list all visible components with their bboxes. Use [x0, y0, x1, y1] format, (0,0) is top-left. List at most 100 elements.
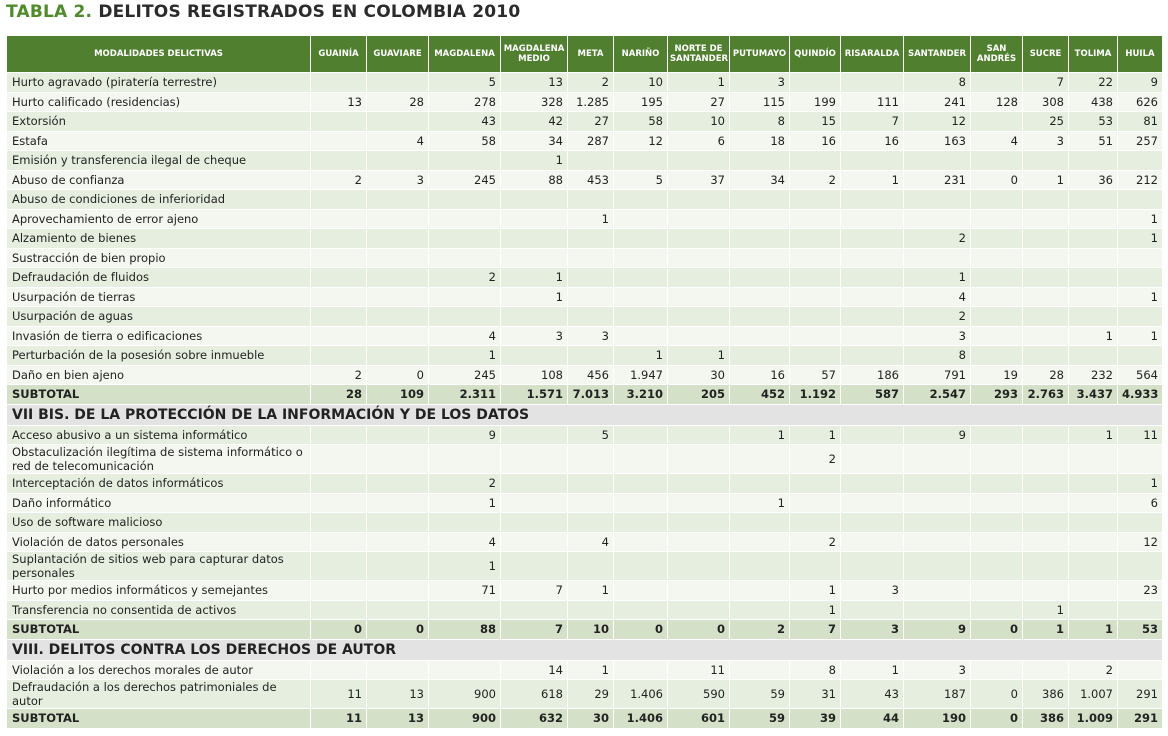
cell: 1: [500, 286, 568, 307]
cell: [428, 228, 501, 249]
data-row: Hurto por medios informáticos y semejant…: [6, 580, 1163, 601]
cell: 59: [729, 708, 790, 729]
cell: 2: [903, 306, 971, 327]
cell: [970, 111, 1023, 132]
cell: [366, 247, 429, 268]
cell: 2: [789, 169, 841, 190]
cell: [1068, 492, 1118, 513]
cell: [310, 208, 367, 229]
cell: 2: [428, 473, 501, 494]
data-row: Acceso abusivo a un sistema informático 9…: [6, 424, 1163, 445]
row-label: Usurpación de tierras: [6, 286, 311, 307]
cell: 564: [1117, 364, 1163, 385]
cell: 10: [667, 111, 730, 132]
column-header: META: [567, 35, 614, 73]
cell: 43: [428, 111, 501, 132]
row-label: Acceso abusivo a un sistema informático: [6, 424, 311, 445]
cell: 1: [428, 345, 501, 366]
cell: 453: [567, 169, 614, 190]
cell: [613, 306, 668, 327]
cell: [667, 150, 730, 171]
cell: [729, 345, 790, 366]
data-row: Interceptación de datos informáticos 2 1: [6, 473, 1163, 494]
cell: [1068, 580, 1118, 601]
cell: 0: [310, 619, 367, 640]
cell: [667, 267, 730, 288]
cell: 12: [903, 111, 971, 132]
cell: [310, 72, 367, 93]
cell: [613, 150, 668, 171]
cell: [366, 325, 429, 346]
cell: [366, 345, 429, 366]
cell: 7: [840, 111, 904, 132]
column-header: GUAVIARE: [366, 35, 429, 73]
cell: 0: [667, 619, 730, 640]
column-header: MAGDALENA MEDIO: [500, 35, 568, 73]
cell: [500, 189, 568, 210]
cell: 2: [789, 444, 841, 474]
cell: [567, 228, 614, 249]
cell: [840, 473, 904, 494]
cell: [500, 444, 568, 474]
cell: [1022, 306, 1069, 327]
cell: [903, 580, 971, 601]
cell: [789, 208, 841, 229]
cell: 53: [1068, 111, 1118, 132]
cell: [1068, 208, 1118, 229]
cell: [310, 424, 367, 445]
cell: 16: [729, 364, 790, 385]
cell: [366, 551, 429, 581]
cell: 199: [789, 91, 841, 112]
cell: 1: [567, 580, 614, 601]
cell: [840, 444, 904, 474]
cell: [1068, 345, 1118, 366]
column-header: RISARALDA: [840, 35, 904, 73]
table-title: TABLA 2. DELITOS REGISTRADOS EN COLOMBIA…: [6, 2, 520, 22]
cell: 245: [428, 364, 501, 385]
cell: [428, 247, 501, 268]
cell: [428, 599, 501, 620]
row-label: Violación de datos personales: [6, 531, 311, 552]
cell: 1.285: [567, 91, 614, 112]
cell: [366, 473, 429, 494]
cell: 128: [970, 91, 1023, 112]
cell: [428, 150, 501, 171]
cell: [970, 267, 1023, 288]
cell: 58: [428, 130, 501, 151]
cell: [366, 228, 429, 249]
cell: 28: [310, 384, 367, 405]
data-row: Suplantación de sitios web para capturar…: [6, 551, 1163, 581]
row-label: Emisión y transferencia ilegal de cheque: [6, 150, 311, 171]
row-label: Daño en bien ajeno: [6, 364, 311, 385]
cell: [310, 247, 367, 268]
cell: [903, 512, 971, 533]
cell: 6: [667, 130, 730, 151]
cell: 1: [667, 345, 730, 366]
cell: 0: [970, 708, 1023, 729]
cell: [500, 345, 568, 366]
cell: [500, 228, 568, 249]
cell: 0: [970, 679, 1023, 709]
cell: [970, 512, 1023, 533]
data-row: Usurpación de tierras 1 4 1: [6, 286, 1163, 307]
cell: [310, 286, 367, 307]
cell: [970, 444, 1023, 474]
cell: [667, 286, 730, 307]
cell: [1022, 345, 1069, 366]
cell: [1068, 512, 1118, 533]
cell: 241: [903, 91, 971, 112]
cell: [667, 492, 730, 513]
row-label: Abuso de condiciones de inferioridad: [6, 189, 311, 210]
cell: [1117, 345, 1163, 366]
cell: [310, 659, 367, 680]
cell: 8: [903, 345, 971, 366]
cell: 9: [1117, 72, 1163, 93]
data-row: Invasión de tierra o edificaciones 4 3 3 3 1 1: [6, 325, 1163, 346]
data-row: Usurpación de aguas 2: [6, 306, 1163, 327]
cell: 31: [789, 679, 841, 709]
cell: 1.947: [613, 364, 668, 385]
cell: [903, 551, 971, 581]
cell: [613, 424, 668, 445]
cell: [500, 551, 568, 581]
